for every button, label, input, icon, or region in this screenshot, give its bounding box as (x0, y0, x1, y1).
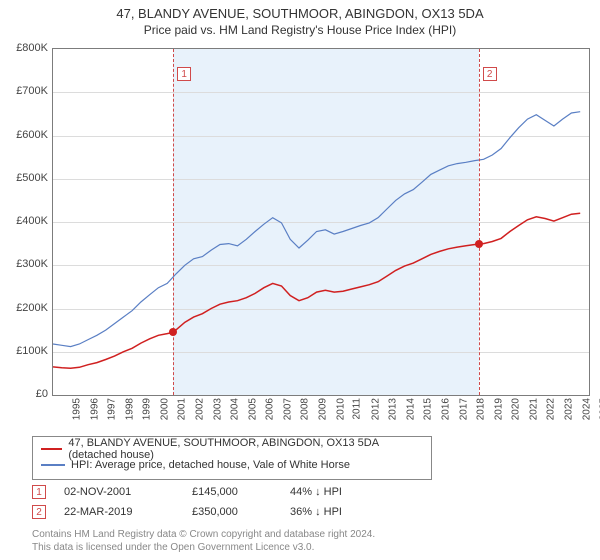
event-row-2: 2 22-MAR-2019 £350,000 36% ↓ HPI (32, 502, 380, 522)
ytick-label: £800K (4, 42, 48, 54)
xtick-label: 2005 (247, 398, 258, 420)
ytick-label: £0 (4, 388, 48, 400)
xtick-label: 1999 (142, 398, 153, 420)
xtick-label: 2011 (352, 398, 363, 420)
footer-line1: Contains HM Land Registry data © Crown c… (32, 528, 588, 541)
event-pct-1: 44% ↓ HPI (290, 486, 380, 498)
event-pct-2: 36% ↓ HPI (290, 506, 380, 518)
ytick-label: £300K (4, 258, 48, 270)
xtick-label: 2006 (265, 398, 276, 420)
event-price-2: £350,000 (192, 506, 272, 518)
xtick-label: 2022 (546, 398, 557, 420)
xtick-label: 2000 (159, 398, 170, 420)
events-table: 1 02-NOV-2001 £145,000 44% ↓ HPI 2 22-MA… (32, 482, 380, 522)
ytick-label: £400K (4, 215, 48, 227)
xtick-label: 2015 (423, 398, 434, 420)
xtick-label: 2017 (458, 398, 469, 420)
xtick-label: 1996 (89, 398, 100, 420)
event-price-1: £145,000 (192, 486, 272, 498)
series-line (53, 213, 580, 368)
xtick-label: 2003 (212, 398, 223, 420)
title-address: 47, BLANDY AVENUE, SOUTHMOOR, ABINGDON, … (0, 6, 600, 21)
xtick-label: 2007 (282, 398, 293, 420)
legend: 47, BLANDY AVENUE, SOUTHMOOR, ABINGDON, … (32, 436, 432, 480)
xtick-label: 2021 (528, 398, 539, 420)
xtick-label: 2001 (177, 398, 188, 420)
legend-swatch-property (41, 448, 62, 450)
event-marker-dot (475, 240, 483, 248)
xtick-label: 2014 (405, 398, 416, 420)
xtick-label: 2008 (300, 398, 311, 420)
footer-attribution: Contains HM Land Registry data © Crown c… (32, 528, 588, 554)
xtick-label: 2024 (581, 398, 592, 420)
title-subtitle: Price paid vs. HM Land Registry's House … (0, 23, 600, 37)
xtick-label: 2019 (493, 398, 504, 420)
series-line (53, 112, 580, 347)
legend-swatch-hpi (41, 464, 65, 466)
chart-container: 47, BLANDY AVENUE, SOUTHMOOR, ABINGDON, … (0, 0, 600, 560)
event-date-2: 22-MAR-2019 (64, 506, 174, 518)
xtick-label: 2020 (511, 398, 522, 420)
xtick-label: 2018 (475, 398, 486, 420)
event-date-1: 02-NOV-2001 (64, 486, 174, 498)
ytick-label: £100K (4, 345, 48, 357)
event-badge: 1 (177, 67, 191, 81)
ytick-label: £700K (4, 85, 48, 97)
chart-titles: 47, BLANDY AVENUE, SOUTHMOOR, ABINGDON, … (0, 0, 600, 37)
series-layer (53, 49, 589, 395)
xtick-label: 2012 (370, 398, 381, 420)
event-badge-2: 2 (32, 505, 46, 519)
event-marker-dot (169, 328, 177, 336)
ytick-label: £200K (4, 302, 48, 314)
ytick-label: £600K (4, 129, 48, 141)
event-badge: 2 (483, 67, 497, 81)
xtick-label: 2004 (229, 398, 240, 420)
xtick-label: 2013 (388, 398, 399, 420)
legend-label-hpi: HPI: Average price, detached house, Vale… (71, 459, 350, 471)
legend-label-property: 47, BLANDY AVENUE, SOUTHMOOR, ABINGDON, … (68, 437, 423, 461)
xtick-label: 1995 (71, 398, 82, 420)
xtick-label: 2023 (563, 398, 574, 420)
legend-item-property: 47, BLANDY AVENUE, SOUTHMOOR, ABINGDON, … (41, 441, 423, 457)
xtick-label: 1998 (124, 398, 135, 420)
footer-line2: This data is licensed under the Open Gov… (32, 541, 588, 554)
event-row-1: 1 02-NOV-2001 £145,000 44% ↓ HPI (32, 482, 380, 502)
plot-area: 12 (52, 48, 590, 396)
xtick-label: 2010 (335, 398, 346, 420)
xtick-label: 2009 (317, 398, 328, 420)
xtick-label: 1997 (106, 398, 117, 420)
xtick-label: 2002 (194, 398, 205, 420)
ytick-label: £500K (4, 172, 48, 184)
xtick-label: 2016 (440, 398, 451, 420)
event-badge-1: 1 (32, 485, 46, 499)
